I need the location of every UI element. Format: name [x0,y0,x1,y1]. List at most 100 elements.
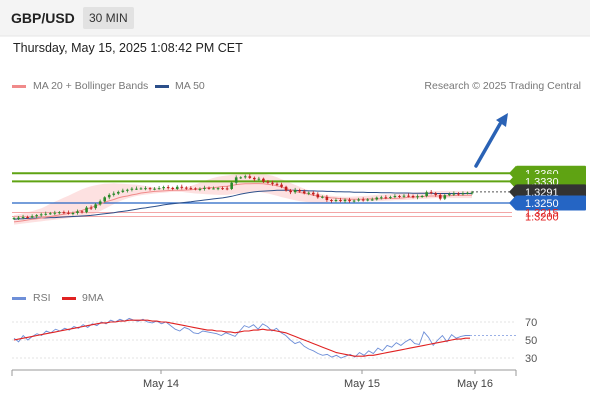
candle-body [171,187,175,189]
ma9-legend-label: 9MA [82,292,104,304]
candle-body [30,216,34,218]
candle-body [135,188,138,190]
level-label-1.3250: 1.3250 [525,198,559,210]
candle-body [166,187,170,189]
candle-body [44,213,48,215]
candle-body [321,196,324,198]
candle-body [262,178,265,182]
candle-body [384,197,388,199]
candle-body [293,190,297,193]
candle-body [203,187,206,189]
candle-body [330,200,333,202]
candle-body [98,201,102,205]
candle-body [271,182,274,184]
candle-body [62,212,66,214]
rsi-legend-label: RSI [33,292,51,304]
candle-body [302,191,306,194]
candle-body [420,195,424,197]
source-credit: Research © 2025 Trading Central [424,80,581,92]
candle-body [121,190,125,192]
candle-body [58,212,61,214]
candle-body [307,192,311,194]
level-pointer-1.3291 [509,184,516,200]
candle-body [248,176,252,178]
candle-body [107,194,111,198]
candle-body [457,193,460,195]
ma20-legend-swatch [12,85,26,88]
x-tick-label: May 16 [457,378,493,390]
candles [12,174,474,221]
x-tick-label: May 15 [344,378,380,390]
candle-body [380,197,383,199]
candle-body [352,200,356,202]
rsi-tick-50: 50 [525,335,537,347]
bollinger-band [14,173,472,225]
candle-body [180,186,184,188]
candle-body [402,195,406,197]
candle-body [452,193,456,195]
candle-body [39,214,43,216]
rsi-tick-70: 70 [525,317,537,329]
candle-body [289,190,292,193]
candle-body [461,193,465,195]
candle-body [144,188,147,190]
candle-body [67,212,70,214]
ma20-legend-label: MA 20 + Bollinger Bands [33,80,149,92]
candle-body [80,211,84,213]
rsi-line [13,317,470,359]
candle-body [12,218,16,220]
rsi-legend-swatch [12,297,26,300]
candle-body [339,200,342,202]
candle-body [17,217,20,219]
forecast-arrow-head [496,113,508,127]
ma50-legend-label: MA 50 [175,80,205,92]
candle-body [266,181,270,183]
candle-body [157,188,161,190]
candle-body [370,199,374,201]
candle-body [94,204,97,209]
candle-body [357,199,360,201]
candle-body [438,194,442,199]
candle-body [175,186,179,189]
candle-body [257,178,261,180]
candle-body [130,188,134,190]
currency-pair-title: GBP/USD [11,10,75,26]
candle-body [389,197,392,199]
candle-body [411,195,415,198]
candle-body [429,192,433,194]
rsi-ma9-line [13,319,470,357]
candle-body [103,197,106,202]
candle-body [398,195,401,197]
candle-body [216,188,220,190]
candle-body [76,211,79,213]
candle-body [53,212,57,214]
candle-body [375,197,379,200]
level-pointer-1.3250 [509,195,516,211]
candle-body [434,193,438,195]
candle-body [48,213,52,215]
candle-body [275,183,279,185]
candle-body [71,212,75,214]
forecast-arrow-shaft [474,122,502,168]
candle-body [334,200,338,202]
rsi-tick-30: 30 [525,353,537,365]
candle-body [280,184,283,187]
ma9-legend-swatch [62,297,76,300]
candle-body [425,192,428,196]
candle-body [443,195,447,199]
candle-body [343,199,347,202]
candle-body [243,176,247,178]
candle-body [26,217,29,219]
candle-body [139,188,143,190]
ma50-legend-swatch [155,85,169,88]
candle-body [198,188,202,190]
ma50-line [13,189,472,220]
timeframe-button[interactable]: 30 MIN [83,7,134,29]
level-label-1.3215: 1.3215 [525,207,559,219]
candle-body [189,188,193,190]
candle-body [298,190,301,192]
candle-body [407,195,410,197]
candle-body [21,217,25,219]
candle-body [207,187,211,189]
level-label-1.3200: 1.3200 [525,212,559,224]
